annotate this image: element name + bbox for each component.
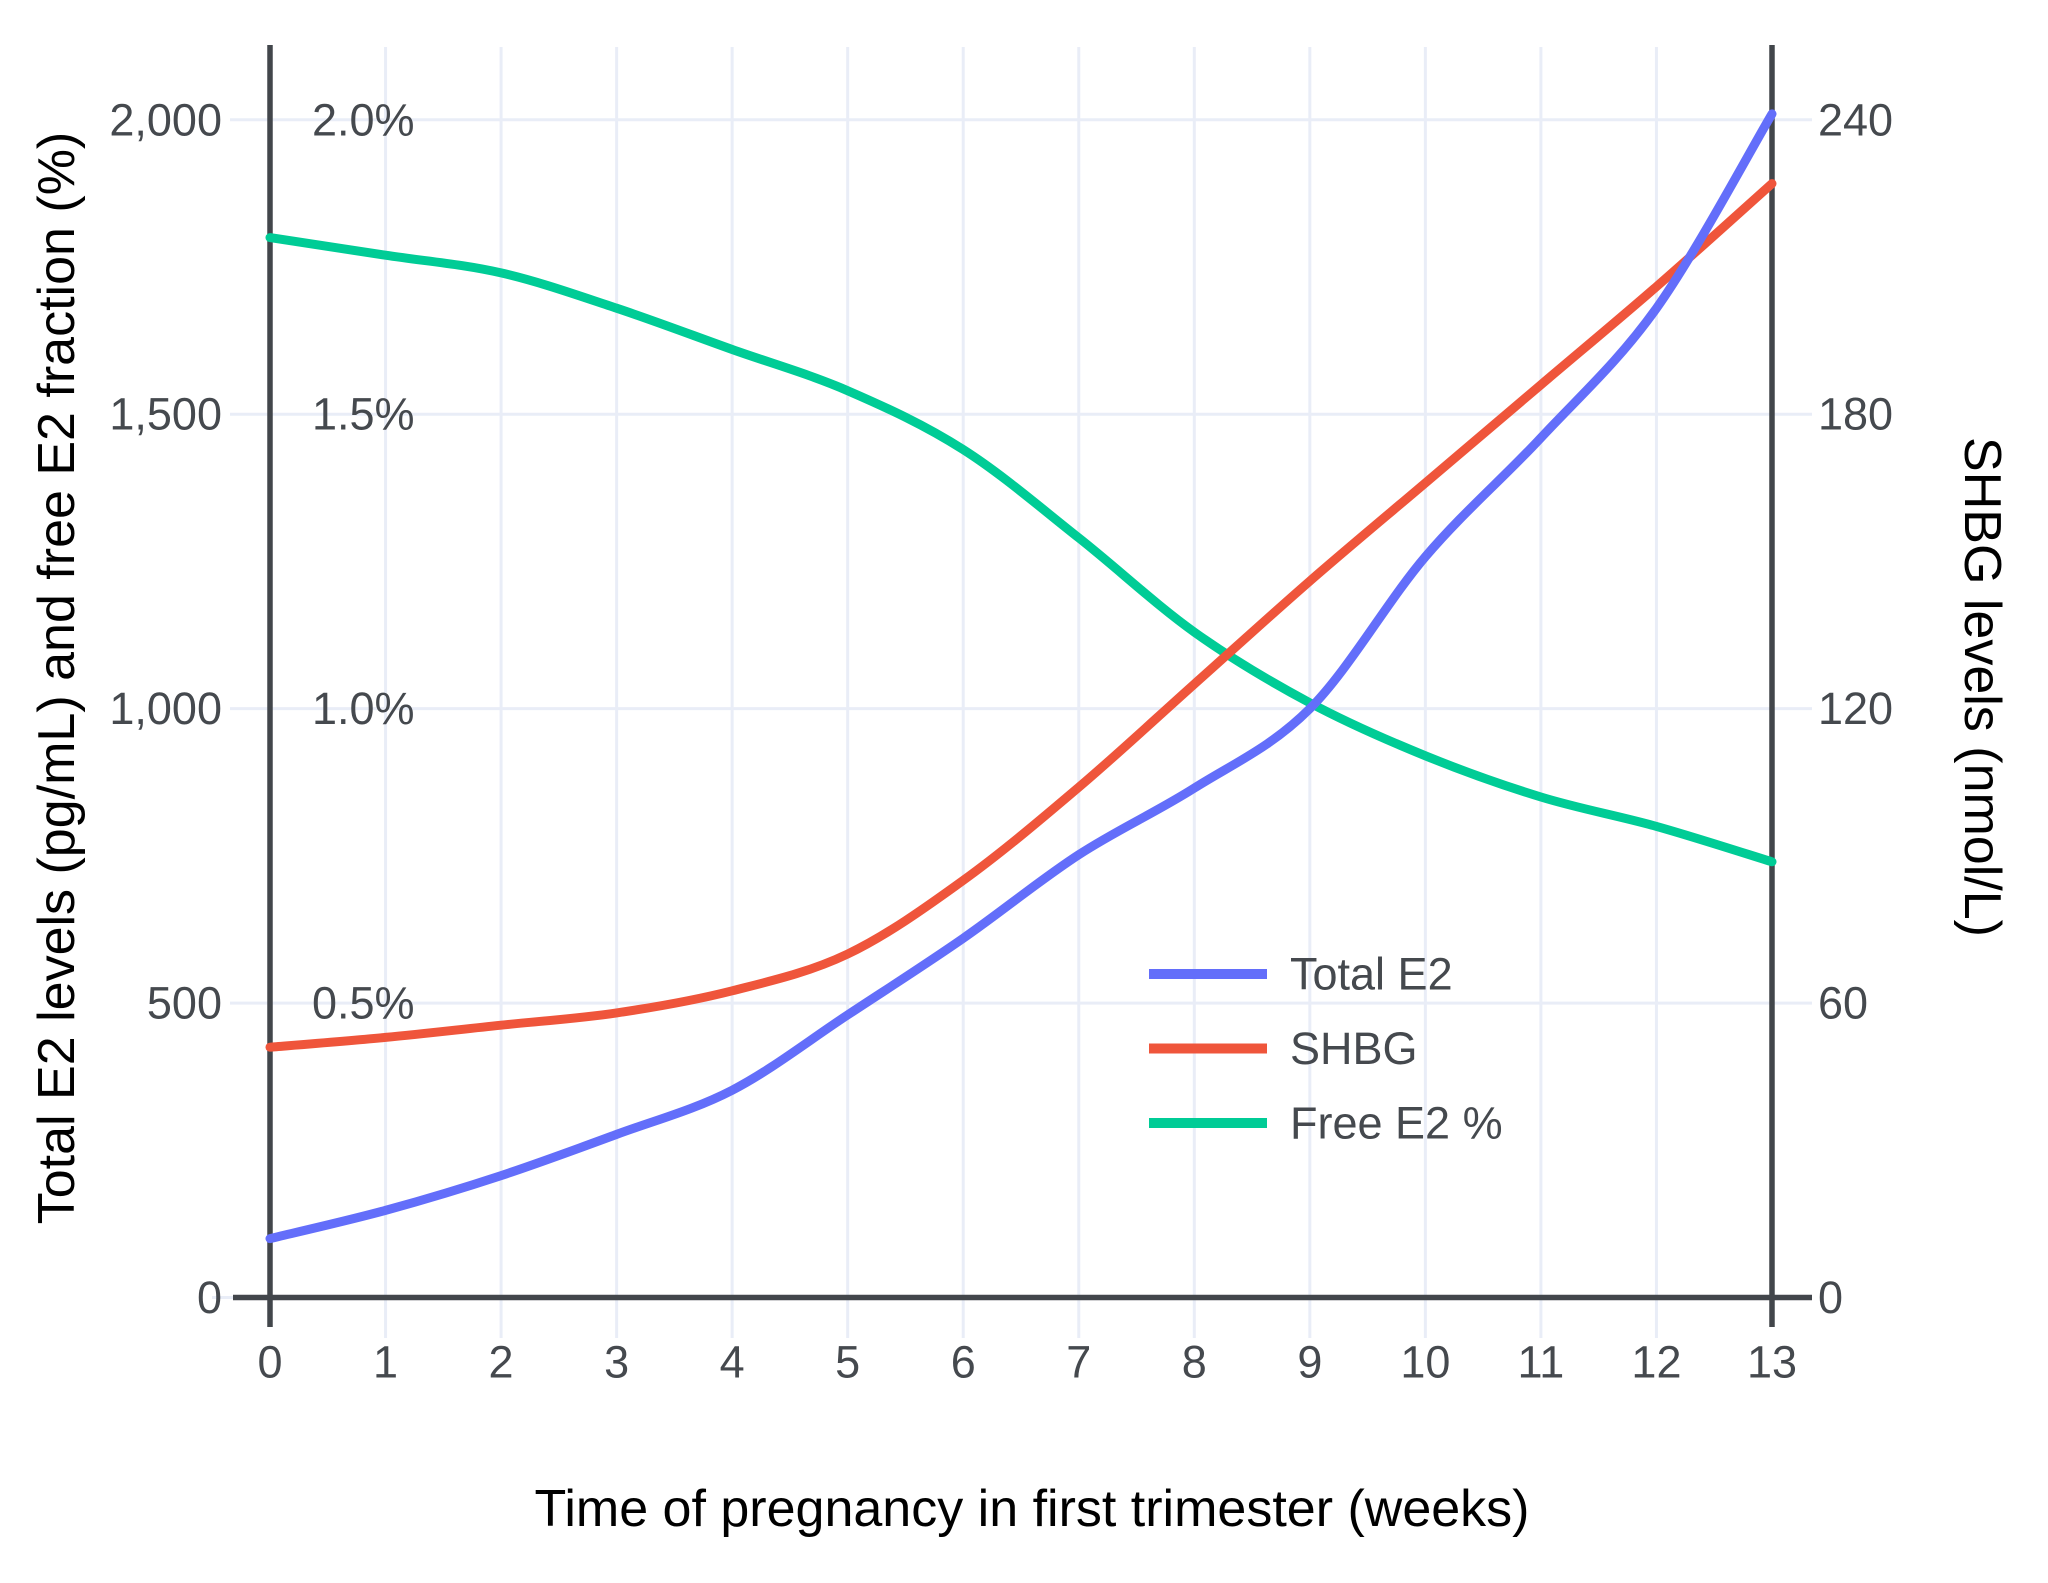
curve-free-e2-: [265, 233, 1777, 867]
x-tick-label: 3: [604, 1337, 629, 1388]
x-tick-label: 13: [1747, 1337, 1797, 1388]
legend-label-free-e2-: Free E2 %: [1290, 1098, 1503, 1149]
x-tick-label: 0: [257, 1337, 282, 1388]
left-tick-label: 1,500: [109, 389, 222, 440]
right-tick-label: 60: [1818, 978, 1868, 1029]
right-tick-label: 180: [1818, 389, 1893, 440]
x-tick-label: 10: [1400, 1337, 1450, 1388]
x-tick-label: 8: [1182, 1337, 1207, 1388]
x-axis-title: Time of pregnancy in first trimester (we…: [534, 1480, 1529, 1538]
free-e2-pct-tick-label: 1.0%: [312, 683, 415, 734]
tick-labels: 05001,0001,5002,0000.5%1.0%1.5%2.0%06012…: [109, 94, 1893, 1387]
left-tick-label: 2,000: [109, 94, 222, 145]
right-tick-label: 120: [1818, 683, 1893, 734]
data-curves: [265, 109, 1777, 1244]
right-tick-label: 0: [1818, 1272, 1843, 1323]
x-tick-label: 9: [1297, 1337, 1322, 1388]
x-tick-label: 2: [489, 1337, 514, 1388]
legend: Total E2 SHBG Free E2 %: [1149, 949, 1503, 1149]
left-axis-title: Total E2 levels (pg/mL) and free E2 frac…: [28, 132, 86, 1224]
left-tick-label: 0: [197, 1272, 222, 1323]
left-tick-label: 1,000: [109, 683, 222, 734]
axis-titles: Time of pregnancy in first trimester (we…: [28, 132, 2011, 1538]
right-axis-title: SHBG levels (nmol/L): [1953, 437, 2011, 937]
x-tick-label: 4: [720, 1337, 745, 1388]
gridlines: [212, 47, 1812, 1338]
curve-shbg: [265, 179, 1777, 1052]
free-e2-pct-tick-label: 1.5%: [312, 389, 415, 440]
x-tick-label: 11: [1518, 1337, 1565, 1388]
x-tick-label: 5: [835, 1337, 860, 1388]
x-tick-label: 1: [373, 1337, 398, 1388]
x-tick-label: 12: [1631, 1337, 1681, 1388]
left-tick-label: 500: [147, 978, 222, 1029]
legend-label-total-e2: Total E2: [1290, 949, 1453, 1000]
free-e2-pct-tick-label: 2.0%: [312, 94, 415, 145]
x-tick-label: 7: [1066, 1337, 1091, 1388]
axis-lines: [233, 45, 1812, 1327]
x-tick-label: 6: [951, 1337, 976, 1388]
right-tick-label: 240: [1818, 94, 1893, 145]
free-e2-pct-tick-label: 0.5%: [312, 978, 415, 1029]
curve-total-e2: [265, 109, 1777, 1244]
legend-label-shbg: SHBG: [1290, 1023, 1418, 1074]
